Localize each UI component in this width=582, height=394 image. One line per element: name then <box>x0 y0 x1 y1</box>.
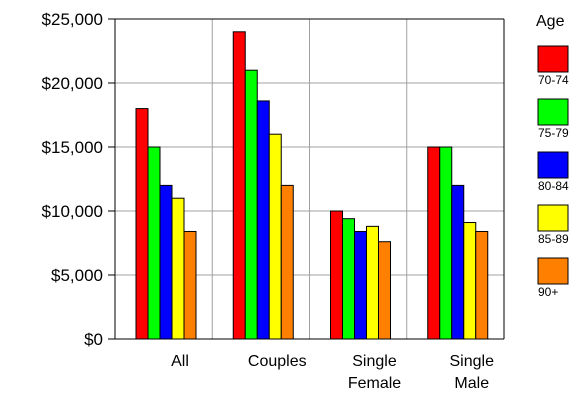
legend: Age 70-74 75-79 80-84 85-89 90+ <box>536 13 569 299</box>
bar-85-89-couples <box>268 133 282 340</box>
legend-title: Age <box>536 13 565 30</box>
bar-75-79-single-female <box>342 218 355 340</box>
x-category-label: All <box>171 353 189 370</box>
axes <box>108 18 505 340</box>
legend-label: 75-79 <box>538 126 569 140</box>
bar-90+-single-male <box>475 230 489 340</box>
legend-label: 90+ <box>538 285 558 299</box>
bar-85-89-all <box>171 197 185 340</box>
legend-label: 70-74 <box>538 73 569 87</box>
legend-swatch <box>537 204 569 232</box>
bar-85-89-single-female <box>366 225 379 340</box>
bar-70-74-single-female <box>330 210 343 340</box>
x-category-label: Couples <box>248 353 307 370</box>
y-tick-label: $15,000 <box>42 138 103 157</box>
y-tick-label: $0 <box>84 330 103 349</box>
legend-swatch <box>537 151 569 179</box>
x-category-label: Female <box>348 375 401 392</box>
bar-90+-couples <box>280 184 294 340</box>
y-tick-label: $25,000 <box>42 10 103 29</box>
bar-75-79-all <box>147 146 161 340</box>
bar-75-79-couples <box>244 69 258 340</box>
bar-80-84-single-female <box>354 230 367 340</box>
legend-swatch <box>537 98 569 126</box>
y-tick-label: $10,000 <box>42 202 103 221</box>
bar-70-74-all <box>135 108 149 340</box>
y-tick-label: $5,000 <box>51 266 103 285</box>
x-category-label: Single <box>450 353 495 370</box>
bar-80-84-all <box>159 184 173 340</box>
x-category-label: Single <box>352 353 397 370</box>
bar-90+-all <box>183 230 197 340</box>
bar-70-74-couples <box>232 31 246 340</box>
legend-swatch <box>537 257 569 285</box>
x-axis-categories: All Couples Single Female Single Male <box>171 353 494 392</box>
legend-label: 85-89 <box>538 232 569 246</box>
legend-swatch <box>537 45 569 73</box>
bar-70-74-single-male <box>427 146 441 340</box>
bars <box>135 31 489 340</box>
bar-85-89-single-male <box>463 222 477 340</box>
bar-80-84-single-male <box>451 184 465 340</box>
bar-80-84-couples <box>256 100 270 340</box>
y-tick-label: $20,000 <box>42 74 103 93</box>
y-axis-ticks: $0 $5,000 $10,000 $15,000 $20,000 $25,000 <box>42 10 103 349</box>
bar-75-79-single-male <box>439 146 453 340</box>
bar-90+-single-female <box>378 241 391 340</box>
x-category-label: Male <box>454 375 489 392</box>
legend-label: 80-84 <box>538 179 569 193</box>
